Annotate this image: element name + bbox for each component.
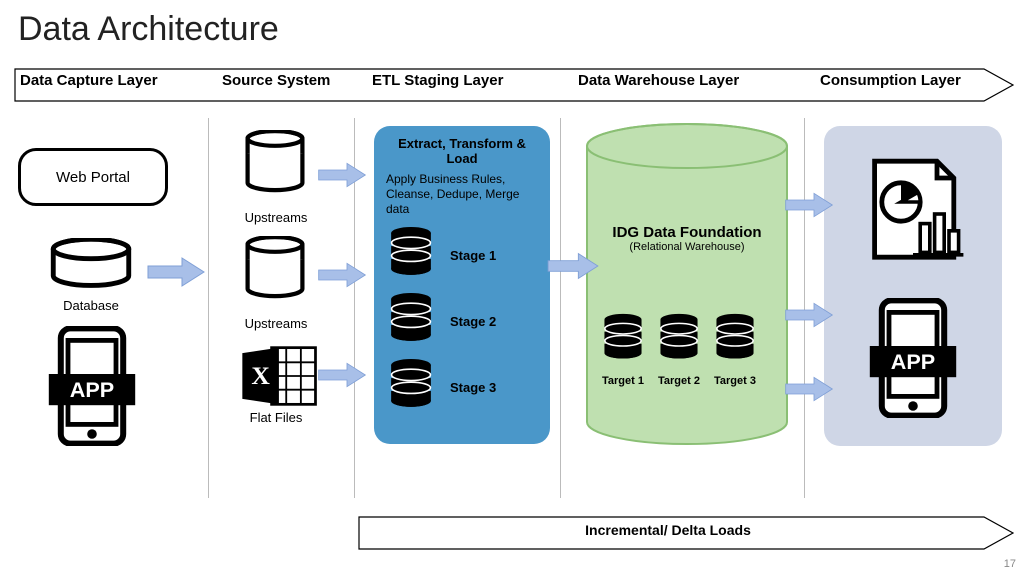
arrow-dw-to-cons-3 xyxy=(784,374,834,404)
consumption-box xyxy=(824,126,1002,446)
stage-row-2: Stage 2 xyxy=(386,291,538,351)
layer-label-etl: ETL Staging Layer xyxy=(372,72,503,89)
stage2-db-icon xyxy=(386,291,436,351)
targets-row: Target 1 Target 2 Target 3 xyxy=(600,312,758,387)
target3-db-icon xyxy=(712,312,758,368)
stage-row-1: Stage 1 xyxy=(386,225,538,285)
etl-box: Extract, Transform & Load Apply Business… xyxy=(374,126,550,444)
arrow-dw-to-cons-1 xyxy=(784,190,834,220)
divider-3 xyxy=(560,118,561,498)
divider-1 xyxy=(208,118,209,498)
bottom-arrow-label: Incremental/ Delta Loads xyxy=(358,522,978,538)
flatfiles-icon xyxy=(236,344,320,408)
stage1-db-icon xyxy=(386,225,436,285)
upstream1-label: Upstreams xyxy=(236,210,316,225)
page-number: 17 xyxy=(1004,558,1016,570)
target2-db-icon xyxy=(656,312,702,368)
stage2-label: Stage 2 xyxy=(450,314,496,329)
target1: Target 1 xyxy=(600,312,646,387)
layer-label-capture: Data Capture Layer xyxy=(20,72,158,89)
stage-row-3: Stage 3 xyxy=(386,357,538,417)
target2: Target 2 xyxy=(656,312,702,387)
web-portal-box: Web Portal xyxy=(18,148,168,206)
arrow-src1-to-etl xyxy=(316,160,368,190)
warehouse-subtitle: (Relational Warehouse) xyxy=(602,241,772,253)
warehouse-title-block: IDG Data Foundation (Relational Warehous… xyxy=(602,224,772,253)
etl-heading: Extract, Transform & Load xyxy=(386,136,538,166)
report-icon xyxy=(853,154,973,274)
arrow-src3-to-etl xyxy=(316,360,368,390)
arrow-etl-to-dw xyxy=(546,250,600,282)
app-icon-capture xyxy=(42,326,142,446)
layer-label-source: Source System xyxy=(222,72,330,89)
target1-db-icon xyxy=(600,312,646,368)
stage3-db-icon xyxy=(386,357,436,417)
upstream2-label: Upstreams xyxy=(236,316,316,331)
warehouse-title: IDG Data Foundation xyxy=(612,224,761,241)
stage1-label: Stage 1 xyxy=(450,248,496,263)
target2-label: Target 2 xyxy=(656,375,702,387)
target1-label: Target 1 xyxy=(600,375,646,387)
app-icon-consumption xyxy=(863,298,963,418)
arrow-capture-to-source xyxy=(146,254,206,290)
arrow-src2-to-etl xyxy=(316,260,368,290)
database-icon xyxy=(46,238,136,294)
layer-label-consume: Consumption Layer xyxy=(820,72,961,89)
page-title: Data Architecture xyxy=(18,10,279,49)
target3: Target 3 xyxy=(712,312,758,387)
flatfiles-label: Flat Files xyxy=(236,410,316,425)
arrow-dw-to-cons-2 xyxy=(784,300,834,330)
database-label: Database xyxy=(46,298,136,313)
target3-label: Target 3 xyxy=(712,375,758,387)
warehouse-cylinder xyxy=(582,122,792,448)
etl-subtext: Apply Business Rules, Cleanse, Dedupe, M… xyxy=(386,172,538,217)
upstream1-icon xyxy=(242,130,308,208)
layer-label-warehouse: Data Warehouse Layer xyxy=(578,72,739,89)
stage3-label: Stage 3 xyxy=(450,380,496,395)
upstream2-icon xyxy=(242,236,308,314)
